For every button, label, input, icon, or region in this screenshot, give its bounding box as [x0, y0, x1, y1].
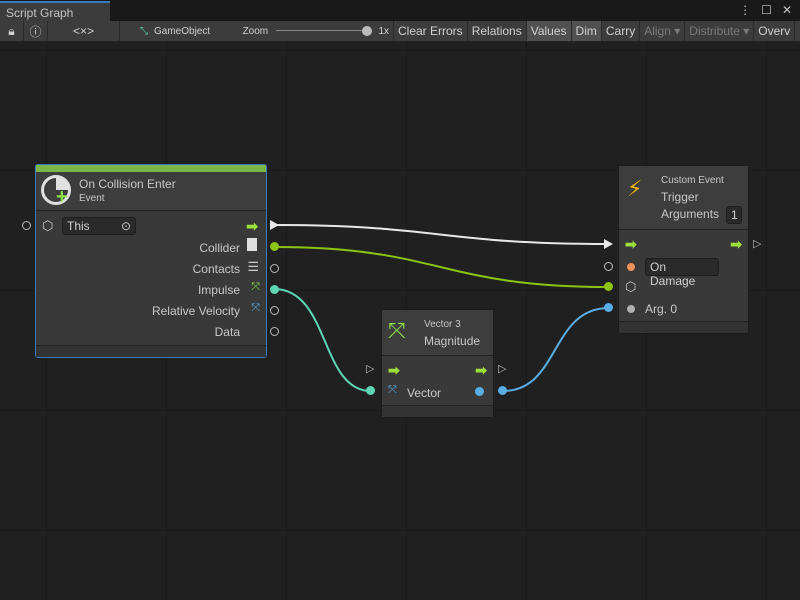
impulse-output-port[interactable]: [270, 285, 279, 294]
vector3-icon: ⤧: [251, 302, 260, 314]
graph-icon: ⤡: [140, 25, 148, 37]
gameobject-icon: ⬡: [625, 279, 637, 294]
contacts-output-port[interactable]: [270, 264, 279, 273]
toolbar: 🔒︎ ⓘ <×> ⤡ GameObject Zoom 1x Clear Erro…: [0, 21, 800, 42]
gameobject-icon: ⬡: [42, 218, 54, 233]
object-picker-icon: ⊙: [120, 219, 131, 233]
vector-input-port[interactable]: [366, 386, 375, 395]
overview-button[interactable]: Overv: [754, 21, 796, 41]
lock-icon[interactable]: 🔒︎: [0, 21, 24, 41]
collider-connection: [273, 246, 610, 288]
flow-input-port[interactable]: ▷: [366, 363, 375, 375]
distribute-dropdown[interactable]: Distribute ▾: [685, 21, 755, 41]
node-title: Magnitude: [424, 334, 481, 348]
flow-output-icon: ➡: [475, 362, 487, 378]
flow-output-port[interactable]: ▷: [498, 363, 507, 375]
relations-button[interactable]: Relations: [468, 21, 527, 41]
vector3-icon: ⤧: [388, 318, 406, 343]
vector3-icon: ⤧: [388, 384, 397, 396]
code-button[interactable]: <×>: [48, 21, 120, 41]
vector3-magnitude-node[interactable]: ⤧ Vector 3 Magnitude ➡ ➡ ⤧ Vector: [381, 309, 494, 418]
flow-output-port[interactable]: ▷: [753, 238, 762, 250]
collision-event-icon: [41, 175, 71, 205]
on-collision-enter-node[interactable]: + On Collision Enter Event ⬡ This ⊙ ➡ Col…: [35, 164, 267, 358]
flow-connection: [273, 224, 609, 245]
event-accent-bar: [36, 165, 266, 172]
kebab-menu-icon[interactable]: ⋮: [739, 3, 752, 17]
event-name-field[interactable]: On Damage: [645, 258, 719, 288]
magnitude-output-dot: [475, 387, 484, 396]
flow-output-port[interactable]: [270, 220, 279, 230]
trigger-custom-event-node[interactable]: ⚡︎ Custom Event Trigger Arguments 1 ➡ ➡ …: [618, 165, 749, 334]
magnitude-output-port[interactable]: [498, 386, 507, 395]
align-dropdown[interactable]: Align ▾: [640, 21, 686, 41]
node-subtitle: Event: [79, 193, 105, 204]
arguments-count-field[interactable]: 1: [726, 206, 742, 224]
graph-target: ⤡ GameObject Zoom 1x: [120, 21, 394, 41]
custom-event-icon: ⚡︎: [627, 176, 643, 201]
maximize-icon[interactable]: ☐: [761, 3, 772, 17]
target-field[interactable]: This ⊙: [62, 217, 136, 235]
name-input-port[interactable]: [604, 262, 613, 271]
close-icon[interactable]: ✕: [781, 3, 792, 17]
collider-output-port[interactable]: [270, 242, 279, 251]
flow-output-icon: ➡: [730, 236, 742, 252]
info-icon[interactable]: ⓘ: [24, 21, 48, 41]
magnitude-connection: [502, 307, 610, 392]
zoom-slider[interactable]: [276, 26, 373, 36]
tab-script-graph[interactable]: Script Graph: [0, 1, 110, 21]
arg0-input-port[interactable]: [604, 303, 613, 312]
clear-errors-button[interactable]: Clear Errors: [394, 21, 468, 41]
flow-input-port[interactable]: [604, 239, 613, 249]
dim-button[interactable]: Dim: [571, 21, 602, 41]
flow-output-icon: ➡: [246, 218, 258, 234]
carry-button[interactable]: Carry: [602, 21, 641, 41]
list-icon: ☰: [247, 259, 259, 274]
values-button[interactable]: Values: [526, 21, 572, 41]
data-output-port[interactable]: [270, 327, 279, 336]
node-title: Trigger: [661, 190, 699, 204]
flow-input-icon: ➡: [388, 362, 400, 378]
relative-velocity-output-port[interactable]: [270, 306, 279, 315]
document-icon: [247, 238, 257, 251]
node-title: On Collision Enter: [79, 177, 176, 191]
target-input-port[interactable]: [22, 221, 31, 230]
string-type-dot: [627, 263, 635, 271]
vector3-icon: ⤧: [251, 281, 260, 293]
tab-bar: Script Graph ⋮ ☐ ✕: [0, 0, 800, 21]
arg-type-dot: [627, 305, 635, 313]
flow-input-icon: ➡: [625, 236, 637, 252]
target-input-port[interactable]: [604, 282, 613, 291]
impulse-connection: [273, 288, 372, 392]
